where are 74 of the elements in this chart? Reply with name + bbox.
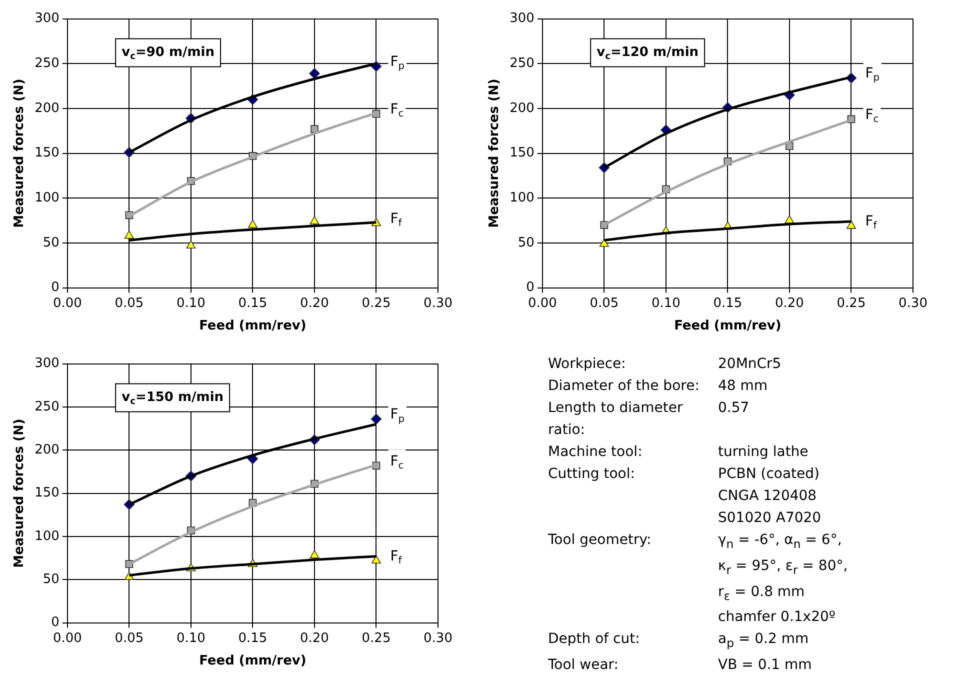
text: Depth of cut: — [548, 630, 641, 650]
x-tick-label: 0.10 — [176, 630, 206, 646]
text: 20MnCr5 — [718, 355, 782, 374]
x-axis-title: Feed (mm/rev) — [674, 318, 782, 334]
y-tick-label: 100 — [34, 190, 60, 206]
x-tick-label: 0.30 — [898, 296, 928, 311]
x-axis-title: Feed (mm/rev) — [199, 318, 306, 334]
text: Workpiece: — [548, 355, 627, 374]
x-tick-label: 0.20 — [774, 296, 804, 311]
text: a$_{p}$ = 0.2 mm — [718, 630, 810, 652]
x-tick-label: 0.15 — [238, 630, 268, 646]
x-tick-label: 0.25 — [362, 296, 391, 311]
x-tick-label: 0.20 — [300, 296, 329, 311]
y-tick-label: 50 — [518, 235, 534, 250]
x-axis-title: Feed (mm/rev) — [199, 654, 306, 669]
x-tick-label: 0.05 — [114, 296, 144, 311]
y-tick-label: 50 — [42, 235, 60, 250]
x-tick-label: 0.00 — [528, 296, 557, 311]
x-tick-label: 0.25 — [362, 630, 391, 646]
text: Tool geometry: — [548, 531, 652, 550]
text: Length to diameter ratio: — [548, 399, 684, 440]
x-tick-label: 0.15 — [238, 296, 268, 311]
x-tick-label: 0.25 — [836, 296, 866, 311]
text: turning lathe — [718, 443, 810, 462]
y-tick-label: 150 — [34, 146, 60, 161]
point — [372, 555, 381, 564]
x-tick-label: 0.20 — [300, 630, 329, 646]
text: Cutting tool: — [548, 465, 636, 484]
x-tick-label: 0.00 — [52, 630, 82, 646]
y-tick-label: 300 — [34, 11, 60, 26]
y-tick-label: 0 — [526, 280, 534, 296]
text: 48 mm — [718, 377, 769, 396]
y-tick-label: 0 — [51, 280, 60, 296]
text: Machine tool: — [548, 443, 644, 462]
x-tick-label: 0.30 — [424, 630, 452, 646]
y-tick-label: 100 — [510, 190, 534, 206]
y-tick-label: 150 — [34, 486, 60, 501]
text: 0.57 — [718, 399, 750, 418]
y-tick-label: 250 — [34, 399, 60, 414]
point — [846, 220, 856, 229]
y-tick-label: 100 — [34, 528, 60, 544]
y-tick-label: 250 — [510, 56, 534, 72]
x-tick-label: 0.30 — [424, 296, 452, 311]
text: Diameter of the bore: — [548, 377, 700, 396]
point — [599, 238, 609, 247]
y-tick-label: 200 — [34, 442, 60, 458]
y-axis-title: Measured forces (N) — [487, 78, 502, 228]
x-tick-label: 0.00 — [52, 296, 82, 311]
point — [310, 125, 318, 134]
x-tick-label: 0.10 — [651, 296, 680, 311]
point — [248, 220, 258, 228]
y-tick-label: 0 — [51, 615, 60, 630]
y-tick-label: 300 — [510, 11, 534, 26]
text: VB = 0.1 mm — [718, 656, 813, 675]
x-tick-label: 0.15 — [713, 296, 742, 311]
y-tick-label: 200 — [510, 100, 534, 116]
point — [370, 414, 382, 424]
point — [186, 240, 196, 249]
y-tick-label: 200 — [34, 100, 60, 116]
y-tick-label: 50 — [42, 572, 60, 588]
point — [309, 68, 320, 79]
point — [310, 550, 320, 558]
x-tick-label: 0.05 — [590, 296, 619, 311]
point — [124, 230, 134, 239]
y-tick-label: 150 — [510, 146, 534, 161]
x-tick-label: 0.10 — [176, 296, 206, 311]
point — [310, 216, 320, 224]
x-tick-label: 0.05 — [114, 630, 144, 646]
y-tick-label: 300 — [34, 356, 60, 372]
text: Tool wear: — [548, 656, 620, 675]
y-tick-label: 250 — [34, 56, 60, 72]
y-axis-title: Measured forces (N) — [12, 418, 28, 568]
point — [786, 142, 794, 150]
y-axis-title: Measured forces (N) — [12, 78, 28, 228]
